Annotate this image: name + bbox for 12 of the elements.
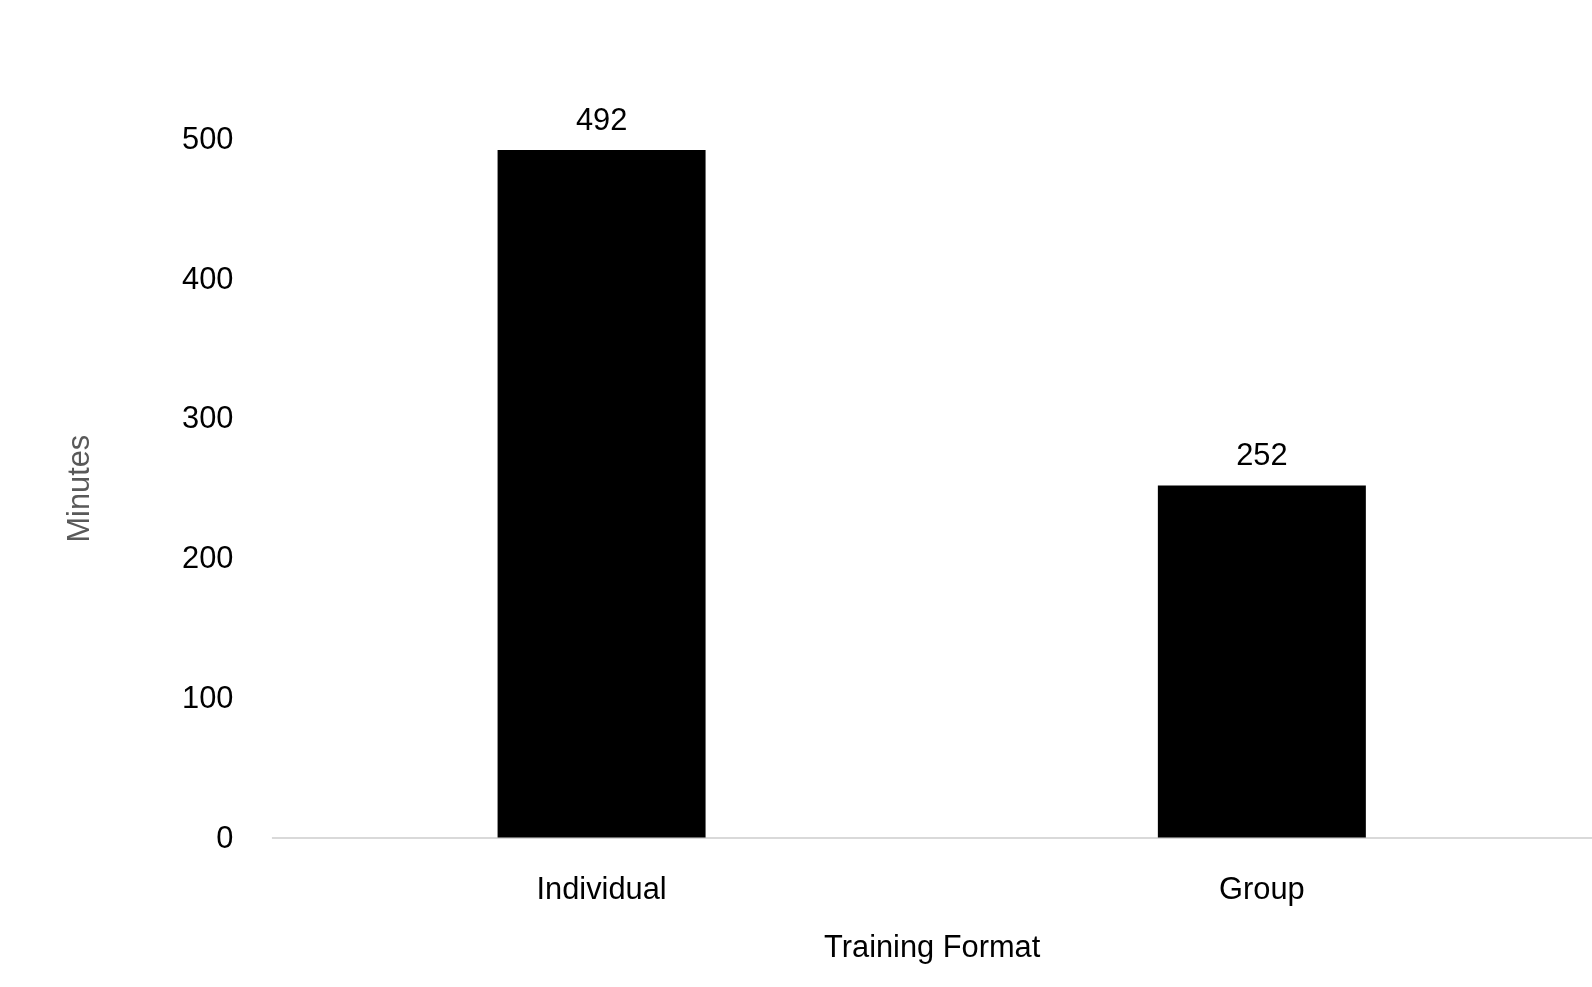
- y-tick-label: 0: [216, 819, 234, 855]
- y-tick-label: 300: [182, 400, 234, 436]
- x-tick-label: Individual: [536, 870, 667, 906]
- y-tick-label: 500: [182, 120, 234, 156]
- x-axis-title: Training Format: [824, 929, 1041, 965]
- y-axis-title: Minutes: [60, 434, 96, 543]
- data-label: 492: [575, 101, 628, 137]
- x-tick-label: Group: [1219, 870, 1305, 906]
- data-label: 252: [1236, 437, 1288, 473]
- y-tick-label: 200: [182, 540, 234, 576]
- y-tick-label: 400: [182, 260, 234, 296]
- y-tick-label: 100: [182, 679, 234, 715]
